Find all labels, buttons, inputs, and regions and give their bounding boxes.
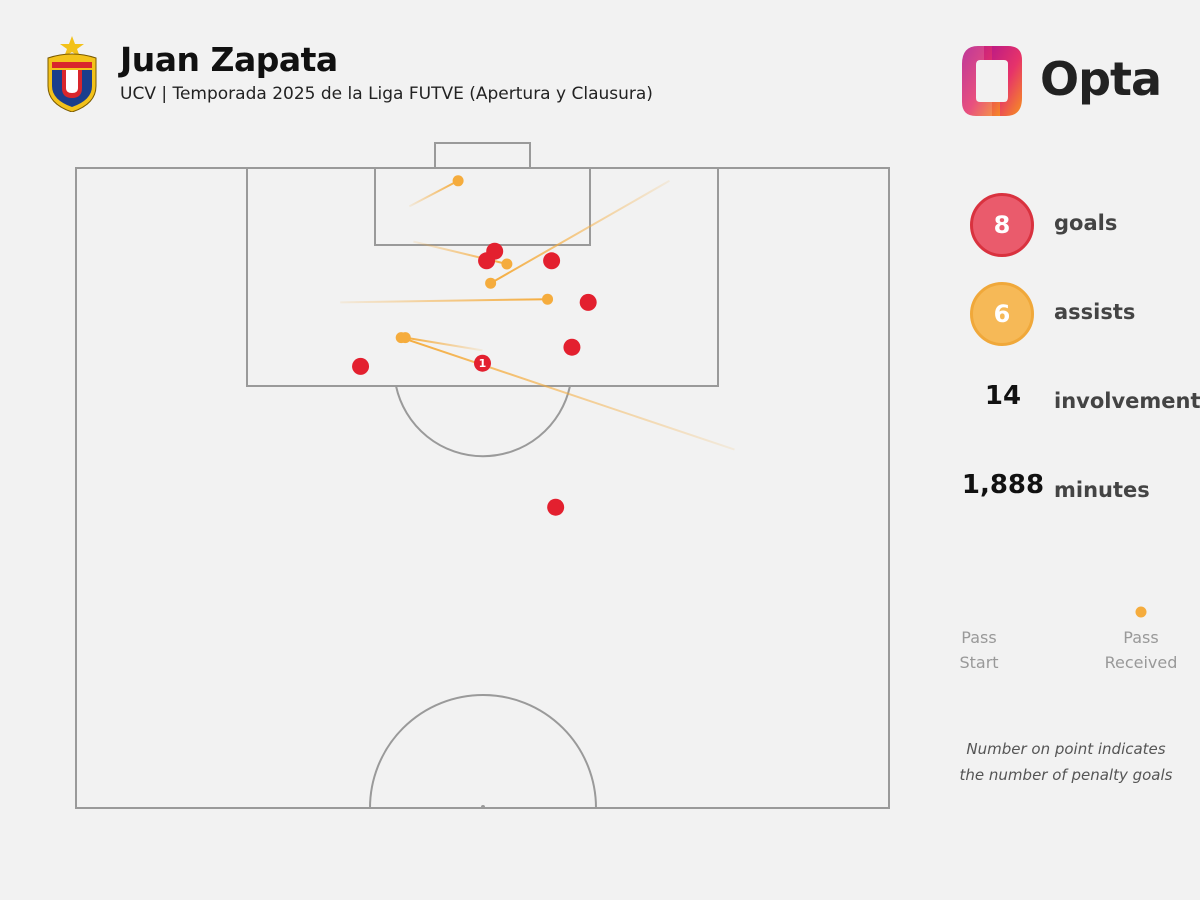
- header: Juan Zapata UCV | Temporada 2025 de la L…: [0, 0, 1200, 130]
- penalty-note-line1: Number on point indicates: [966, 740, 1166, 758]
- legend-end-line2: Received: [1104, 653, 1178, 672]
- stat-assists: 6 assists: [940, 274, 1200, 346]
- assist-received-point: [452, 175, 464, 187]
- pitch-lines: [75, 142, 890, 809]
- penalty-note-line2: the number of penalty goals: [959, 766, 1173, 784]
- assist-pass-line: [340, 298, 548, 304]
- centre-spot: [481, 805, 485, 809]
- goals-count-badge: 8: [970, 193, 1034, 257]
- assist-pass-line: [405, 336, 483, 352]
- goal-point: [547, 498, 565, 516]
- assist-received-point: [485, 277, 497, 289]
- goal-point: [478, 252, 496, 270]
- opta-logo-icon: [962, 46, 1022, 116]
- legend-pass-received-dot: [1135, 606, 1147, 618]
- stat-involvements: 14 involvements: [940, 363, 1200, 433]
- assists-label: assists: [1054, 300, 1136, 324]
- legend-pass-start-label: Pass Start: [944, 625, 1014, 675]
- goal-point: [579, 293, 597, 311]
- assist-pass-line: [408, 179, 459, 208]
- goal-layer: 1: [352, 242, 597, 516]
- assist-pass-line: [490, 179, 670, 285]
- minutes-label: minutes: [1054, 478, 1150, 502]
- six-yard-box: [374, 167, 591, 246]
- assist-pass-line: [400, 336, 735, 451]
- player-name-title: Juan Zapata: [120, 40, 338, 79]
- goal-point: [474, 354, 491, 372]
- assist-received-point: [501, 258, 513, 270]
- minutes-value: 1,888: [961, 470, 1045, 500]
- penalty-count-label: 1: [479, 357, 487, 370]
- involvements-label: involvements: [1054, 389, 1200, 413]
- legend-pass-received-label: Pass Received: [1096, 625, 1186, 675]
- goal-frame: [434, 142, 531, 169]
- assist-layer: [340, 175, 735, 451]
- ucv-crest-icon: [47, 36, 97, 112]
- opta-wordmark: Opta: [1040, 52, 1162, 106]
- centre-circle: [369, 694, 597, 809]
- goal-point: [543, 252, 561, 270]
- legend-start-line2: Start: [959, 653, 999, 672]
- legend-pass: [978, 606, 1147, 618]
- penalty-note: Number on point indicates the number of …: [940, 736, 1192, 788]
- goals-label: goals: [1054, 211, 1118, 235]
- stat-minutes: 1,888 minutes: [940, 452, 1200, 522]
- assist-received-point: [395, 332, 407, 344]
- stat-goals: 8 goals: [940, 185, 1200, 257]
- team-season-subtitle: UCV | Temporada 2025 de la Liga FUTVE (A…: [120, 84, 653, 104]
- involvements-value: 14: [984, 381, 1022, 411]
- assists-count-badge: 6: [970, 282, 1034, 346]
- assist-received-point: [542, 293, 554, 305]
- legend-start-line1: Pass: [961, 628, 997, 647]
- goal-point: [352, 357, 370, 375]
- penalty-arc: [395, 385, 571, 458]
- goal-point: [563, 338, 581, 356]
- penalty-area: [246, 167, 719, 387]
- legend-end-line1: Pass: [1123, 628, 1159, 647]
